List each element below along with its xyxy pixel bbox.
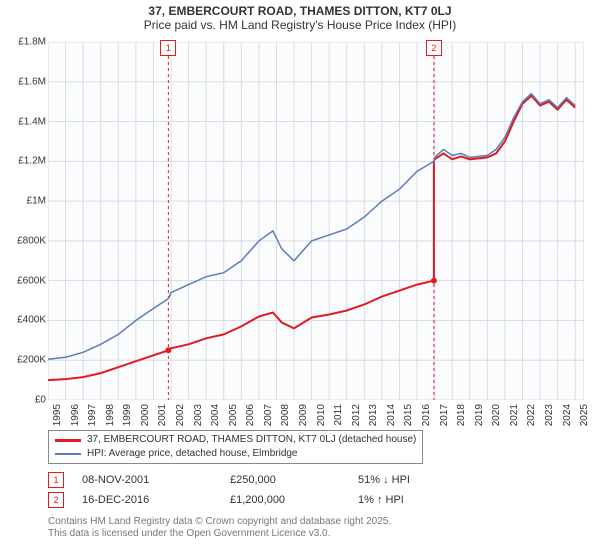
sale-marker-icon: 2: [48, 492, 64, 508]
sale-date: 08-NOV-2001: [82, 474, 212, 486]
sale-delta: 1% ↑ HPI: [358, 494, 404, 506]
x-axis-label: 2002: [175, 404, 186, 426]
x-axis-label: 1997: [87, 404, 98, 426]
y-axis-label: £1.4M: [2, 116, 46, 127]
x-axis-label: 2004: [210, 404, 221, 426]
x-axis-label: 2014: [386, 404, 397, 426]
sale-row: 1 08-NOV-2001 £250,000 51% ↓ HPI: [48, 470, 410, 490]
legend-label: HPI: Average price, detached house, Elmb…: [87, 447, 298, 461]
y-axis-label: £1.2M: [2, 156, 46, 167]
x-axis-label: 2000: [140, 404, 151, 426]
y-axis-label: £0: [2, 395, 46, 406]
legend-item: 37, EMBERCOURT ROAD, THAMES DITTON, KT7 …: [55, 433, 416, 447]
y-axis-label: £1M: [2, 196, 46, 207]
legend-swatch: [55, 439, 81, 442]
x-axis-label: 1996: [70, 404, 81, 426]
plot-svg: [48, 42, 584, 400]
x-axis-label: 2022: [526, 404, 537, 426]
x-axis-label: 1999: [122, 404, 133, 426]
x-axis-label: 2015: [403, 404, 414, 426]
legend-swatch: [55, 453, 81, 455]
x-axis-label: 2020: [491, 404, 502, 426]
x-axis-label: 2018: [456, 404, 467, 426]
sale-delta: 51% ↓ HPI: [358, 474, 410, 486]
x-axis-label: 2024: [562, 404, 573, 426]
y-axis-label: £200K: [2, 355, 46, 366]
x-axis-label: 2007: [263, 404, 274, 426]
x-axis-label: 2003: [193, 404, 204, 426]
disclaimer-line: This data is licensed under the Open Gov…: [48, 528, 391, 540]
x-axis-label: 2023: [544, 404, 555, 426]
x-axis-label: 2011: [333, 404, 344, 426]
title-subtitle: Price paid vs. HM Land Registry's House …: [0, 18, 600, 32]
chart-area: 12: [48, 42, 584, 400]
x-axis-label: 2021: [509, 404, 520, 426]
legend-item: HPI: Average price, detached house, Elmb…: [55, 447, 416, 461]
x-axis-label: 2012: [351, 404, 362, 426]
x-axis-label: 2017: [439, 404, 450, 426]
disclaimer: Contains HM Land Registry data © Crown c…: [48, 516, 391, 540]
x-axis-label: 1995: [52, 404, 63, 426]
x-axis-label: 2001: [157, 404, 168, 426]
sale-row: 2 16-DEC-2016 £1,200,000 1% ↑ HPI: [48, 490, 410, 510]
x-axis-label: 1998: [105, 404, 116, 426]
sale-marker-icon: 1: [48, 472, 64, 488]
sale-date: 16-DEC-2016: [82, 494, 212, 506]
sales-table: 1 08-NOV-2001 £250,000 51% ↓ HPI 2 16-DE…: [48, 470, 410, 510]
sale-price: £250,000: [230, 474, 340, 486]
chart-container: 37, EMBERCOURT ROAD, THAMES DITTON, KT7 …: [0, 0, 600, 560]
y-axis-label: £600K: [2, 275, 46, 286]
x-axis-label: 2016: [421, 404, 432, 426]
x-axis-label: 2008: [280, 404, 291, 426]
sale-price: £1,200,000: [230, 494, 340, 506]
legend-label: 37, EMBERCOURT ROAD, THAMES DITTON, KT7 …: [87, 433, 416, 447]
disclaimer-line: Contains HM Land Registry data © Crown c…: [48, 516, 391, 528]
title-address: 37, EMBERCOURT ROAD, THAMES DITTON, KT7 …: [0, 4, 600, 18]
chart-sale-marker: 2: [426, 40, 442, 56]
y-axis-label: £400K: [2, 315, 46, 326]
x-axis-label: 2019: [474, 404, 485, 426]
y-axis-label: £1.6M: [2, 76, 46, 87]
x-axis-label: 2006: [245, 404, 256, 426]
x-axis-label: 2009: [298, 404, 309, 426]
x-axis-label: 2025: [579, 404, 590, 426]
titles: 37, EMBERCOURT ROAD, THAMES DITTON, KT7 …: [0, 0, 600, 32]
legend: 37, EMBERCOURT ROAD, THAMES DITTON, KT7 …: [48, 430, 423, 464]
x-axis-label: 2010: [316, 404, 327, 426]
y-axis-label: £1.8M: [2, 37, 46, 48]
chart-sale-marker: 1: [160, 40, 176, 56]
x-axis-label: 2013: [368, 404, 379, 426]
y-axis-label: £800K: [2, 235, 46, 246]
x-axis-label: 2005: [228, 404, 239, 426]
